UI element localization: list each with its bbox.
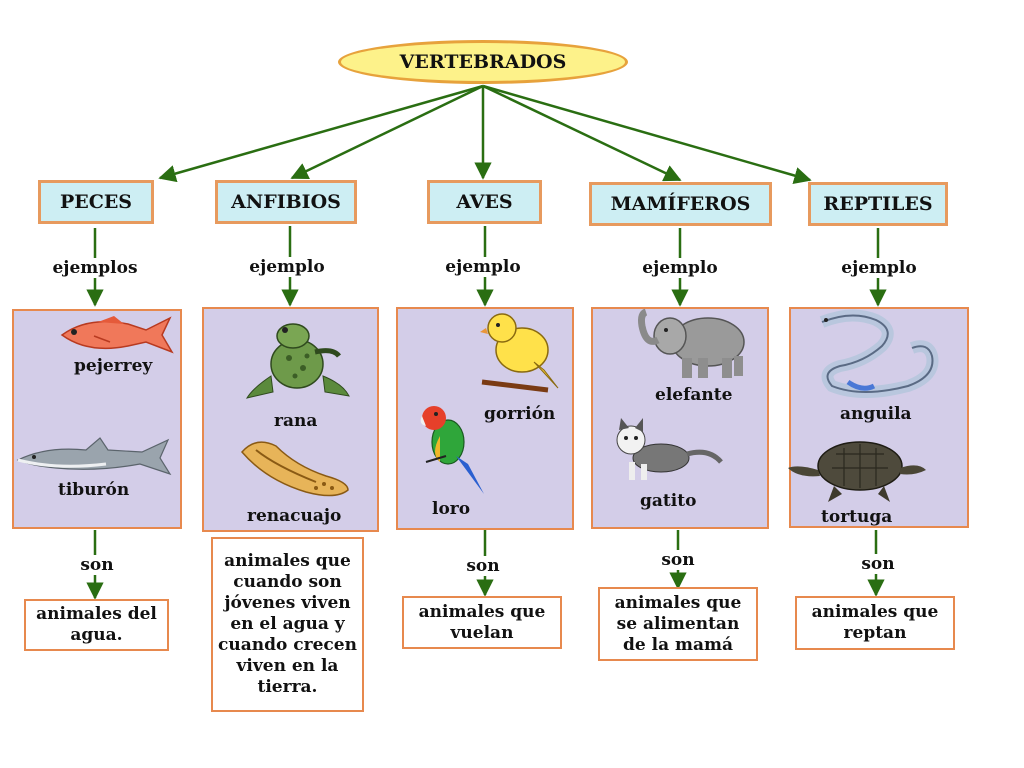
category-anfibios: ANFIBIOS bbox=[215, 180, 357, 224]
animal-label-renacuajo: renacuajo bbox=[247, 506, 342, 526]
link-label-ejemplo-reptiles: ejemplo bbox=[838, 258, 920, 278]
link-label-ejemplos: ejemplos bbox=[49, 258, 141, 278]
eel-icon bbox=[819, 309, 939, 398]
turtle-icon bbox=[788, 441, 926, 502]
animal-label-tortuga: tortuga bbox=[821, 507, 893, 527]
category-reptiles: REPTILES bbox=[808, 182, 948, 226]
frog-icon bbox=[245, 323, 350, 399]
link-label-ejemplo-anfibios: ejemplo bbox=[246, 257, 328, 277]
animal-label-pejerrey: pejerrey bbox=[74, 356, 153, 376]
desc-anfibios: animales que cuando son jóvenes viven en… bbox=[211, 537, 364, 712]
category-peces: PECES bbox=[38, 180, 154, 224]
link-label-son-aves: son bbox=[463, 556, 503, 576]
animal-label-rana: rana bbox=[274, 411, 318, 431]
kitten-icon bbox=[616, 418, 723, 480]
desc-aves: animales que vuelan bbox=[402, 596, 562, 649]
animal-label-gorrion: gorrión bbox=[484, 404, 556, 424]
animal-label-gatito: gatito bbox=[640, 491, 697, 511]
link-label-ejemplo-mamiferos: ejemplo bbox=[639, 258, 721, 278]
pejerrey-fish-icon bbox=[60, 316, 174, 354]
link-label-son-mamiferos: son bbox=[658, 550, 698, 570]
animal-label-loro: loro bbox=[432, 499, 471, 519]
arrow-root-reptiles bbox=[482, 84, 812, 185]
animal-label-anguila: anguila bbox=[840, 404, 912, 424]
canary-icon bbox=[480, 313, 559, 393]
tadpole-icon bbox=[241, 441, 349, 497]
arrow-root-peces bbox=[158, 84, 484, 183]
link-label-son-peces: son bbox=[77, 555, 117, 575]
parrot-icon bbox=[420, 406, 484, 494]
category-mamiferos: MAMÍFEROS bbox=[589, 182, 772, 226]
root-node: VERTEBRADOS bbox=[338, 40, 628, 84]
desc-peces: animales del agua. bbox=[24, 599, 169, 651]
arrow-root-anfibios bbox=[290, 84, 484, 180]
animal-label-tiburon: tiburón bbox=[58, 480, 130, 500]
link-label-ejemplo-aves: ejemplo bbox=[442, 257, 524, 277]
arrow-root-mamiferos bbox=[482, 84, 682, 182]
link-label-son-reptiles: son bbox=[858, 554, 898, 574]
animal-label-elefante: elefante bbox=[655, 385, 733, 405]
desc-reptiles: animales que reptan bbox=[795, 596, 955, 650]
elephant-icon bbox=[638, 308, 745, 378]
shark-icon bbox=[16, 437, 172, 476]
desc-mamiferos: animales que se alimentan de la mamá bbox=[598, 587, 758, 661]
category-aves: AVES bbox=[427, 180, 542, 224]
